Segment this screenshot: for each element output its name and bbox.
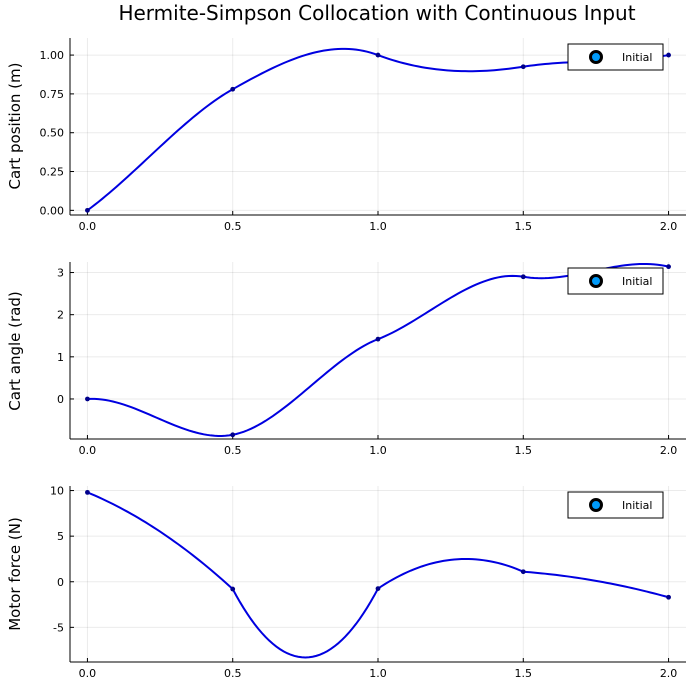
legend-box — [567, 267, 664, 295]
data-point — [85, 489, 90, 495]
data-point — [230, 86, 236, 92]
legend: Initial — [567, 491, 664, 519]
data-point — [520, 274, 526, 280]
x-tick-label: 0.0 — [79, 667, 97, 680]
data-point — [375, 336, 381, 342]
legend: Initial — [567, 267, 664, 295]
y-tick-label: 1.00 — [40, 49, 65, 62]
legend-label: Initial — [622, 499, 652, 512]
x-tick-label: 1.0 — [369, 667, 387, 680]
x-tick-label: 0.5 — [224, 220, 242, 233]
panel-cart-angle: 0.0 0.5 1.0 1.5 2.0 0 1 2 3 Cart angle (rad) Initi… — [6, 262, 686, 457]
legend-marker — [589, 498, 603, 512]
y-tick-label: -5 — [53, 621, 64, 634]
y-tick-label: 0.25 — [40, 166, 65, 179]
x-tick-label: 0.0 — [79, 444, 97, 457]
y-axis-label: Cart angle (rad) — [6, 291, 24, 410]
data-point — [520, 64, 526, 70]
legend-marker — [589, 50, 603, 64]
y-tick-label: 5 — [57, 530, 64, 543]
legend-label: Initial — [622, 275, 652, 288]
y-tick-label: 2 — [57, 309, 64, 322]
x-tick-label: 1.0 — [369, 220, 387, 233]
x-tick-label: 0.5 — [224, 667, 242, 680]
x-tick-label: 1.5 — [515, 667, 533, 680]
legend-box — [567, 43, 664, 71]
x-tick-label: 2.0 — [660, 444, 678, 457]
x-tick-label: 2.0 — [660, 667, 678, 680]
y-tick-label: 0 — [57, 393, 64, 406]
x-tick-label: 0.0 — [79, 220, 97, 233]
data-point — [666, 52, 671, 58]
y-tick-label: 10 — [50, 485, 64, 498]
data-point — [85, 396, 90, 402]
y-tick-label: 1 — [57, 351, 64, 364]
data-point — [666, 264, 671, 270]
x-tick-label: 1.0 — [369, 444, 387, 457]
legend: Initial — [567, 43, 664, 71]
data-point — [230, 432, 236, 438]
x-tick-label: 1.5 — [515, 444, 533, 457]
legend-marker — [589, 274, 603, 288]
y-tick-label: 0.00 — [40, 204, 65, 217]
panel-motor-force: 0.0 0.5 1.0 1.5 2.0 -5 0 5 10 Motor force (N) Init… — [6, 485, 686, 680]
legend-label: Initial — [622, 51, 652, 64]
data-point — [85, 207, 90, 213]
panel-cart-position: 0.0 0.5 1.0 1.5 2.0 0.00 0.25 0.50 0.75 1.00 Cart … — [6, 38, 686, 233]
data-point — [230, 586, 236, 592]
y-axis-label: Motor force (N) — [6, 517, 24, 631]
data-point — [520, 569, 526, 575]
y-tick-label: 0 — [57, 576, 64, 589]
data-point — [375, 586, 381, 591]
data-point — [375, 52, 381, 58]
legend-box — [567, 491, 664, 519]
figure-title: Hermite-Simpson Collocation with Continu… — [118, 1, 635, 25]
data-point — [666, 594, 671, 600]
x-tick-label: 1.5 — [515, 220, 533, 233]
x-tick-label: 2.0 — [660, 220, 678, 233]
y-tick-label: 3 — [57, 267, 64, 280]
y-tick-label: 0.50 — [40, 127, 65, 140]
y-axis-label: Cart position (m) — [6, 63, 24, 190]
x-tick-label: 0.5 — [224, 444, 242, 457]
y-tick-label: 0.75 — [40, 88, 65, 101]
